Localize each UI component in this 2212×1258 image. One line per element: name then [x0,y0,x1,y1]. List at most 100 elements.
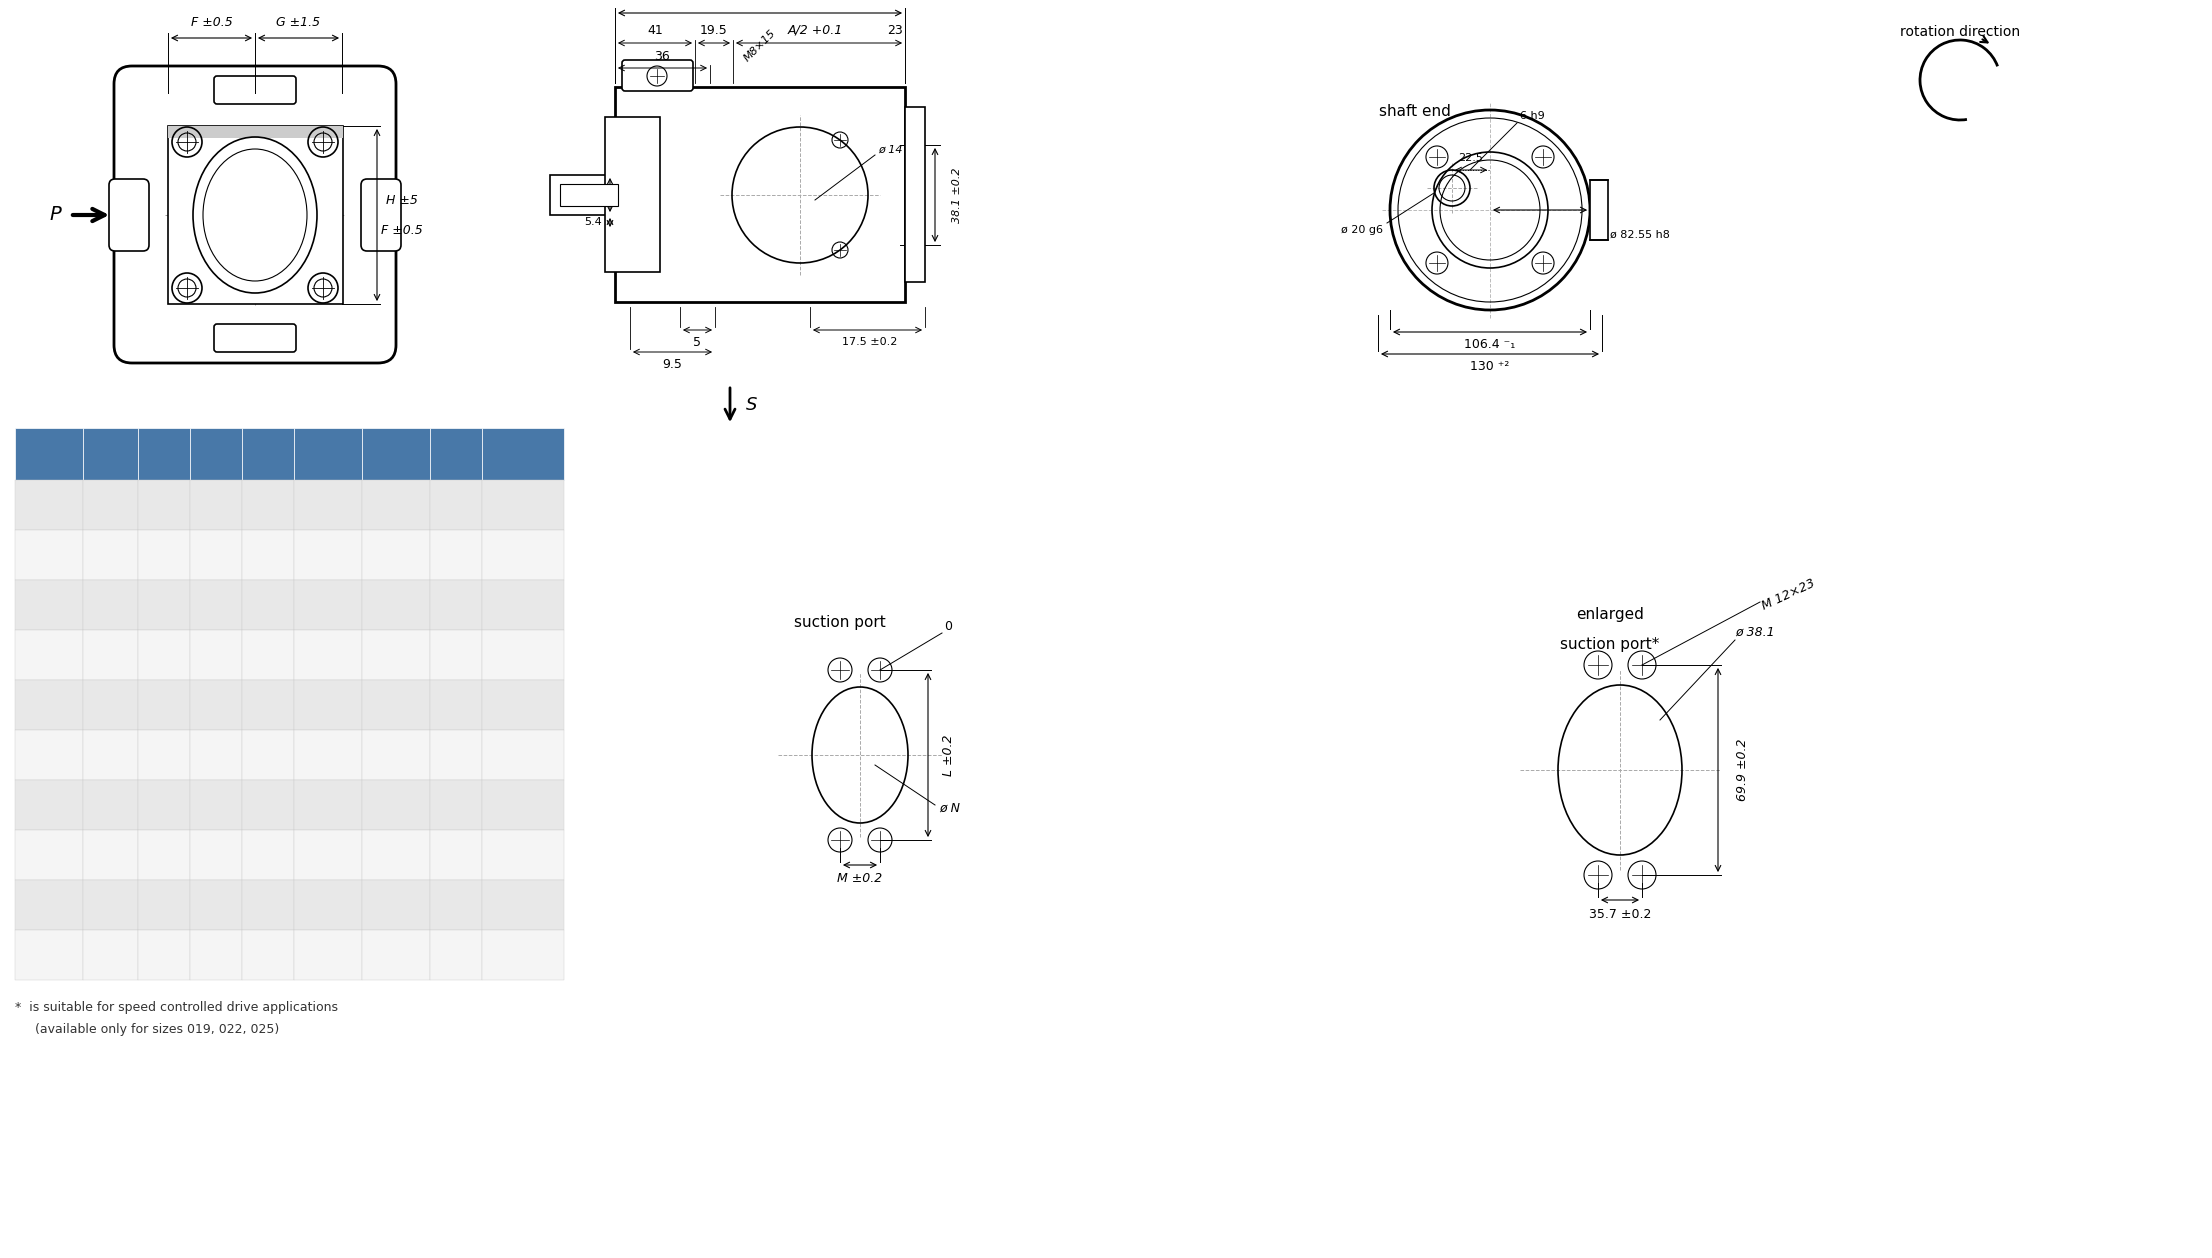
Text: 55: 55 [206,697,226,712]
Bar [190,830,241,881]
Text: 14: 14 [447,547,465,562]
Bar [84,530,137,580]
Text: 52,4: 52,4 [312,747,345,762]
Text: 25: 25 [447,848,465,863]
Bar [15,530,84,580]
Bar [241,830,294,881]
Bar [429,481,482,530]
Text: 17,5: 17,5 [378,547,414,562]
Bar [241,481,294,530]
Text: 50: 50 [155,648,173,663]
Bar [137,580,190,630]
Text: 013: 013 [35,747,64,762]
Bar [190,780,241,830]
Text: G: G [210,445,223,463]
Text: 71: 71 [102,497,119,512]
Text: 52,4: 52,4 [312,848,345,863]
Bar [190,481,241,530]
Text: 17.5 ±0.2: 17.5 ±0.2 [843,337,898,347]
Bar [363,580,429,630]
Bar [168,126,343,304]
Text: H: H [261,445,274,463]
Bar [137,530,190,580]
Bar [190,580,241,630]
Bar [606,117,659,272]
Bar [482,930,564,980]
Bar [429,681,482,730]
Text: 22: 22 [387,598,405,613]
Bar [429,428,482,481]
FancyBboxPatch shape [361,179,400,252]
Text: 50: 50 [155,547,173,562]
Text: 25: 25 [447,798,465,813]
Bar [294,630,363,681]
Bar [615,87,905,302]
Bar [363,780,429,830]
Bar [137,730,190,780]
Text: 50: 50 [155,598,173,613]
Text: 55: 55 [206,547,226,562]
Bar [482,780,564,830]
Bar [15,681,84,730]
Bar [294,830,363,881]
Text: 59: 59 [259,547,279,562]
Text: ø N: ø N [940,801,960,814]
Text: 59: 59 [259,497,279,512]
Text: 59: 59 [259,598,279,613]
Text: suction port: suction port [794,614,885,629]
Text: G ±1.5: G ±1.5 [276,15,321,29]
Bar [429,730,482,780]
Text: Size: Size [31,445,66,463]
Text: 55: 55 [155,848,173,863]
Text: M8x15: M8x15 [498,497,549,512]
Bar [84,630,137,681]
Bar [190,881,241,930]
Bar [294,881,363,930]
Text: N: N [449,445,462,463]
Text: 26,2: 26,2 [378,747,414,762]
Text: enlarged: enlarged [1577,608,1644,623]
Text: M10x17: M10x17 [493,848,553,863]
Bar [241,630,294,681]
Bar [137,681,190,730]
Bar [137,428,190,481]
Bar [905,107,925,282]
Bar [168,126,343,138]
Text: 55: 55 [206,497,226,512]
Bar [363,730,429,780]
Bar [15,730,84,780]
Text: 6 h9: 6 h9 [1520,111,1544,121]
Text: 016: 016 [35,798,64,813]
Bar [294,730,363,780]
Bar [15,881,84,930]
Text: 61: 61 [206,947,226,962]
Text: 26,2: 26,2 [378,697,414,712]
Text: M10x17: M10x17 [493,747,553,762]
Bar [241,681,294,730]
Bar [363,881,429,930]
Text: ø 20 g6: ø 20 g6 [1340,225,1382,235]
Text: 55: 55 [206,798,226,813]
Text: 26,2: 26,2 [378,947,414,962]
Text: A: A [104,445,117,463]
Text: 60: 60 [259,798,279,813]
Text: 50: 50 [155,697,173,712]
Text: 019: 019 [35,848,64,863]
Text: 23: 23 [887,24,902,36]
Bar [137,830,190,881]
Text: 76: 76 [102,648,119,663]
Text: 73: 73 [102,598,119,613]
Bar [482,830,564,881]
Bar [363,830,429,881]
Text: L ±0.2: L ±0.2 [942,735,956,776]
Text: 52,4: 52,4 [312,897,345,912]
Bar [363,530,429,580]
Bar [429,930,482,980]
Bar [241,730,294,780]
Text: 130 ⁺²: 130 ⁺² [1471,361,1509,374]
Text: 50: 50 [155,497,173,512]
Text: 0: 0 [945,620,951,634]
Bar [190,930,241,980]
Bar [84,930,137,980]
Text: 5.4: 5.4 [584,216,602,226]
